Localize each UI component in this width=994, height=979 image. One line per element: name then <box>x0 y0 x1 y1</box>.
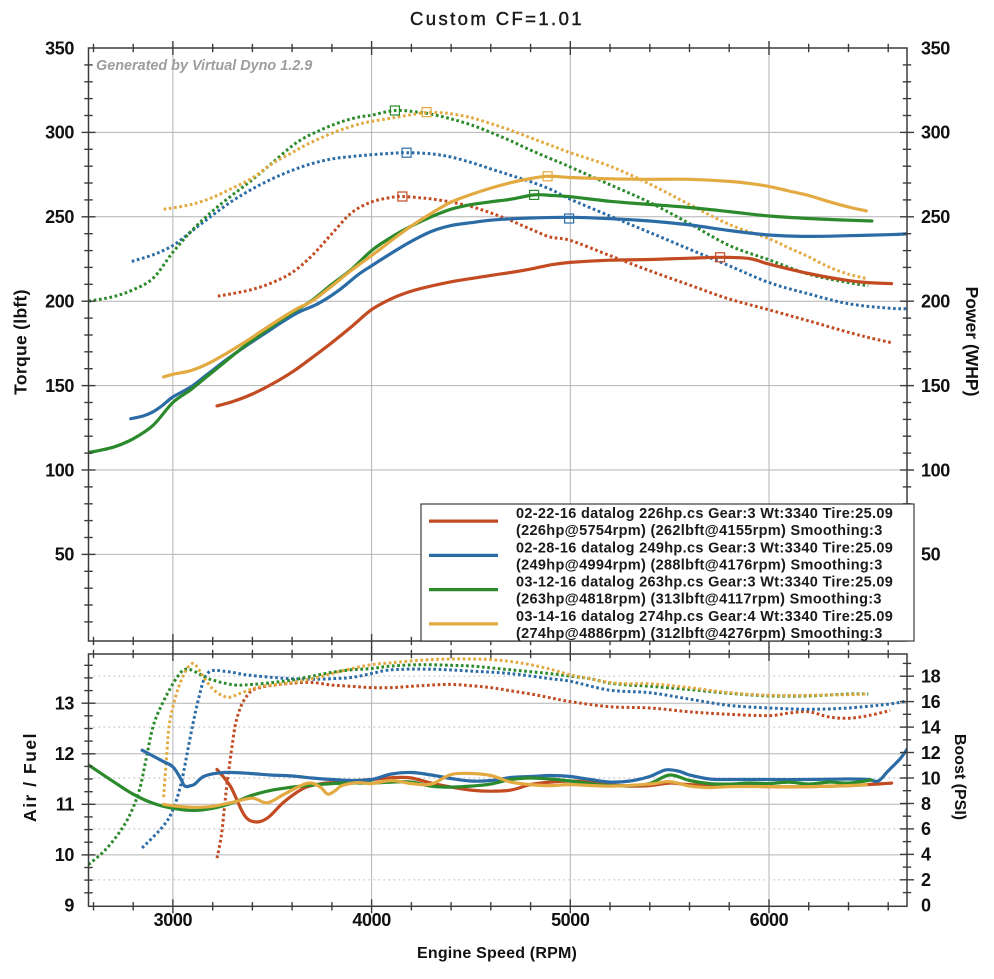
svg-text:100: 100 <box>921 460 950 480</box>
svg-text:300: 300 <box>45 123 74 143</box>
svg-text:Power (WHP): Power (WHP) <box>962 287 982 397</box>
svg-text:200: 200 <box>45 292 74 312</box>
svg-text:Air / Fuel: Air / Fuel <box>20 732 40 822</box>
svg-text:50: 50 <box>921 545 941 565</box>
svg-text:4000: 4000 <box>352 910 391 930</box>
svg-text:Torque (lbft): Torque (lbft) <box>11 289 31 395</box>
svg-text:14: 14 <box>921 717 941 737</box>
svg-text:8: 8 <box>921 794 931 814</box>
svg-text:11: 11 <box>56 795 75 815</box>
svg-text:02-22-16 datalog 226hp.cs Gear: 02-22-16 datalog 226hp.cs Gear:3 Wt:3340… <box>516 506 893 522</box>
svg-text:50: 50 <box>55 545 75 565</box>
svg-text:02-28-16 datalog 249hp.cs Gear: 02-28-16 datalog 249hp.cs Gear:3 Wt:3340… <box>516 540 893 556</box>
svg-text:18: 18 <box>921 667 941 687</box>
svg-text:150: 150 <box>45 376 74 396</box>
svg-text:4: 4 <box>921 845 931 865</box>
svg-text:03-14-16 datalog 274hp.cs Gear: 03-14-16 datalog 274hp.cs Gear:4 Wt:3340… <box>516 609 893 625</box>
svg-text:16: 16 <box>921 692 941 712</box>
svg-text:5000: 5000 <box>551 910 590 930</box>
svg-text:12: 12 <box>55 744 75 764</box>
svg-text:6: 6 <box>921 819 931 839</box>
svg-text:Engine Speed (RPM): Engine Speed (RPM) <box>417 945 577 962</box>
svg-text:03-12-16 datalog 263hp.cs Gear: 03-12-16 datalog 263hp.cs Gear:3 Wt:3340… <box>516 575 893 591</box>
svg-text:2: 2 <box>921 870 931 890</box>
svg-text:200: 200 <box>921 292 950 312</box>
svg-text:6000: 6000 <box>750 910 789 930</box>
svg-text:100: 100 <box>45 460 74 480</box>
svg-text:(263hp@4818rpm) (313lbft@4117r: (263hp@4818rpm) (313lbft@4117rpm) Smooth… <box>516 592 882 608</box>
svg-text:350: 350 <box>921 38 950 58</box>
svg-text:150: 150 <box>921 376 950 396</box>
svg-text:(249hp@4994rpm) (288lbft@4176r: (249hp@4994rpm) (288lbft@4176rpm) Smooth… <box>516 557 883 573</box>
svg-text:300: 300 <box>921 123 950 143</box>
svg-text:13: 13 <box>55 694 75 714</box>
svg-text:250: 250 <box>45 207 74 227</box>
svg-text:10: 10 <box>921 768 941 788</box>
svg-text:3000: 3000 <box>154 910 193 930</box>
svg-text:0: 0 <box>921 896 931 916</box>
svg-text:Generated by Virtual Dyno 1.2.: Generated by Virtual Dyno 1.2.9 <box>96 58 312 74</box>
svg-text:10: 10 <box>55 845 75 865</box>
svg-text:12: 12 <box>921 743 941 763</box>
svg-text:(226hp@5754rpm) (262lbft@4155r: (226hp@5754rpm) (262lbft@4155rpm) Smooth… <box>516 523 883 539</box>
svg-text:250: 250 <box>921 207 950 227</box>
svg-text:Custom CF=1.01: Custom CF=1.01 <box>410 8 584 29</box>
svg-text:(274hp@4886rpm) (312lbft@4276r: (274hp@4886rpm) (312lbft@4276rpm) Smooth… <box>516 626 883 642</box>
svg-text:9: 9 <box>64 896 74 916</box>
svg-text:350: 350 <box>45 38 74 58</box>
svg-text:Boost (PSI): Boost (PSI) <box>951 734 968 820</box>
